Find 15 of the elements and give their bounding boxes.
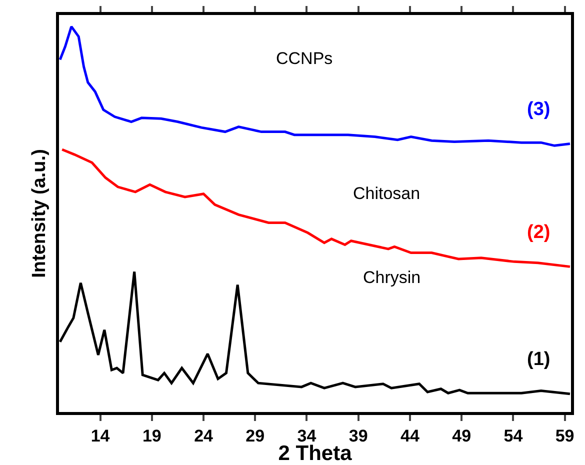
series-label: (3)	[527, 99, 550, 120]
x-tick-label: 54	[504, 426, 524, 446]
series-label: (2)	[527, 222, 550, 243]
annotation: Chitosan	[353, 184, 420, 203]
x-tick-label: 24	[194, 426, 214, 446]
x-tick-label: 19	[142, 426, 162, 446]
x-tick-label: 44	[400, 426, 420, 446]
y-axis-title: Intensity (a.u.)	[28, 149, 50, 278]
annotation: CCNPs	[276, 49, 333, 68]
series-label: (1)	[527, 349, 550, 370]
annotation: Chrysin	[363, 268, 421, 287]
x-tick-label: 14	[90, 426, 110, 446]
x-tick-label: 29	[246, 426, 265, 446]
x-tick-label: 59	[555, 426, 574, 446]
x-tick-label: 49	[452, 426, 472, 446]
